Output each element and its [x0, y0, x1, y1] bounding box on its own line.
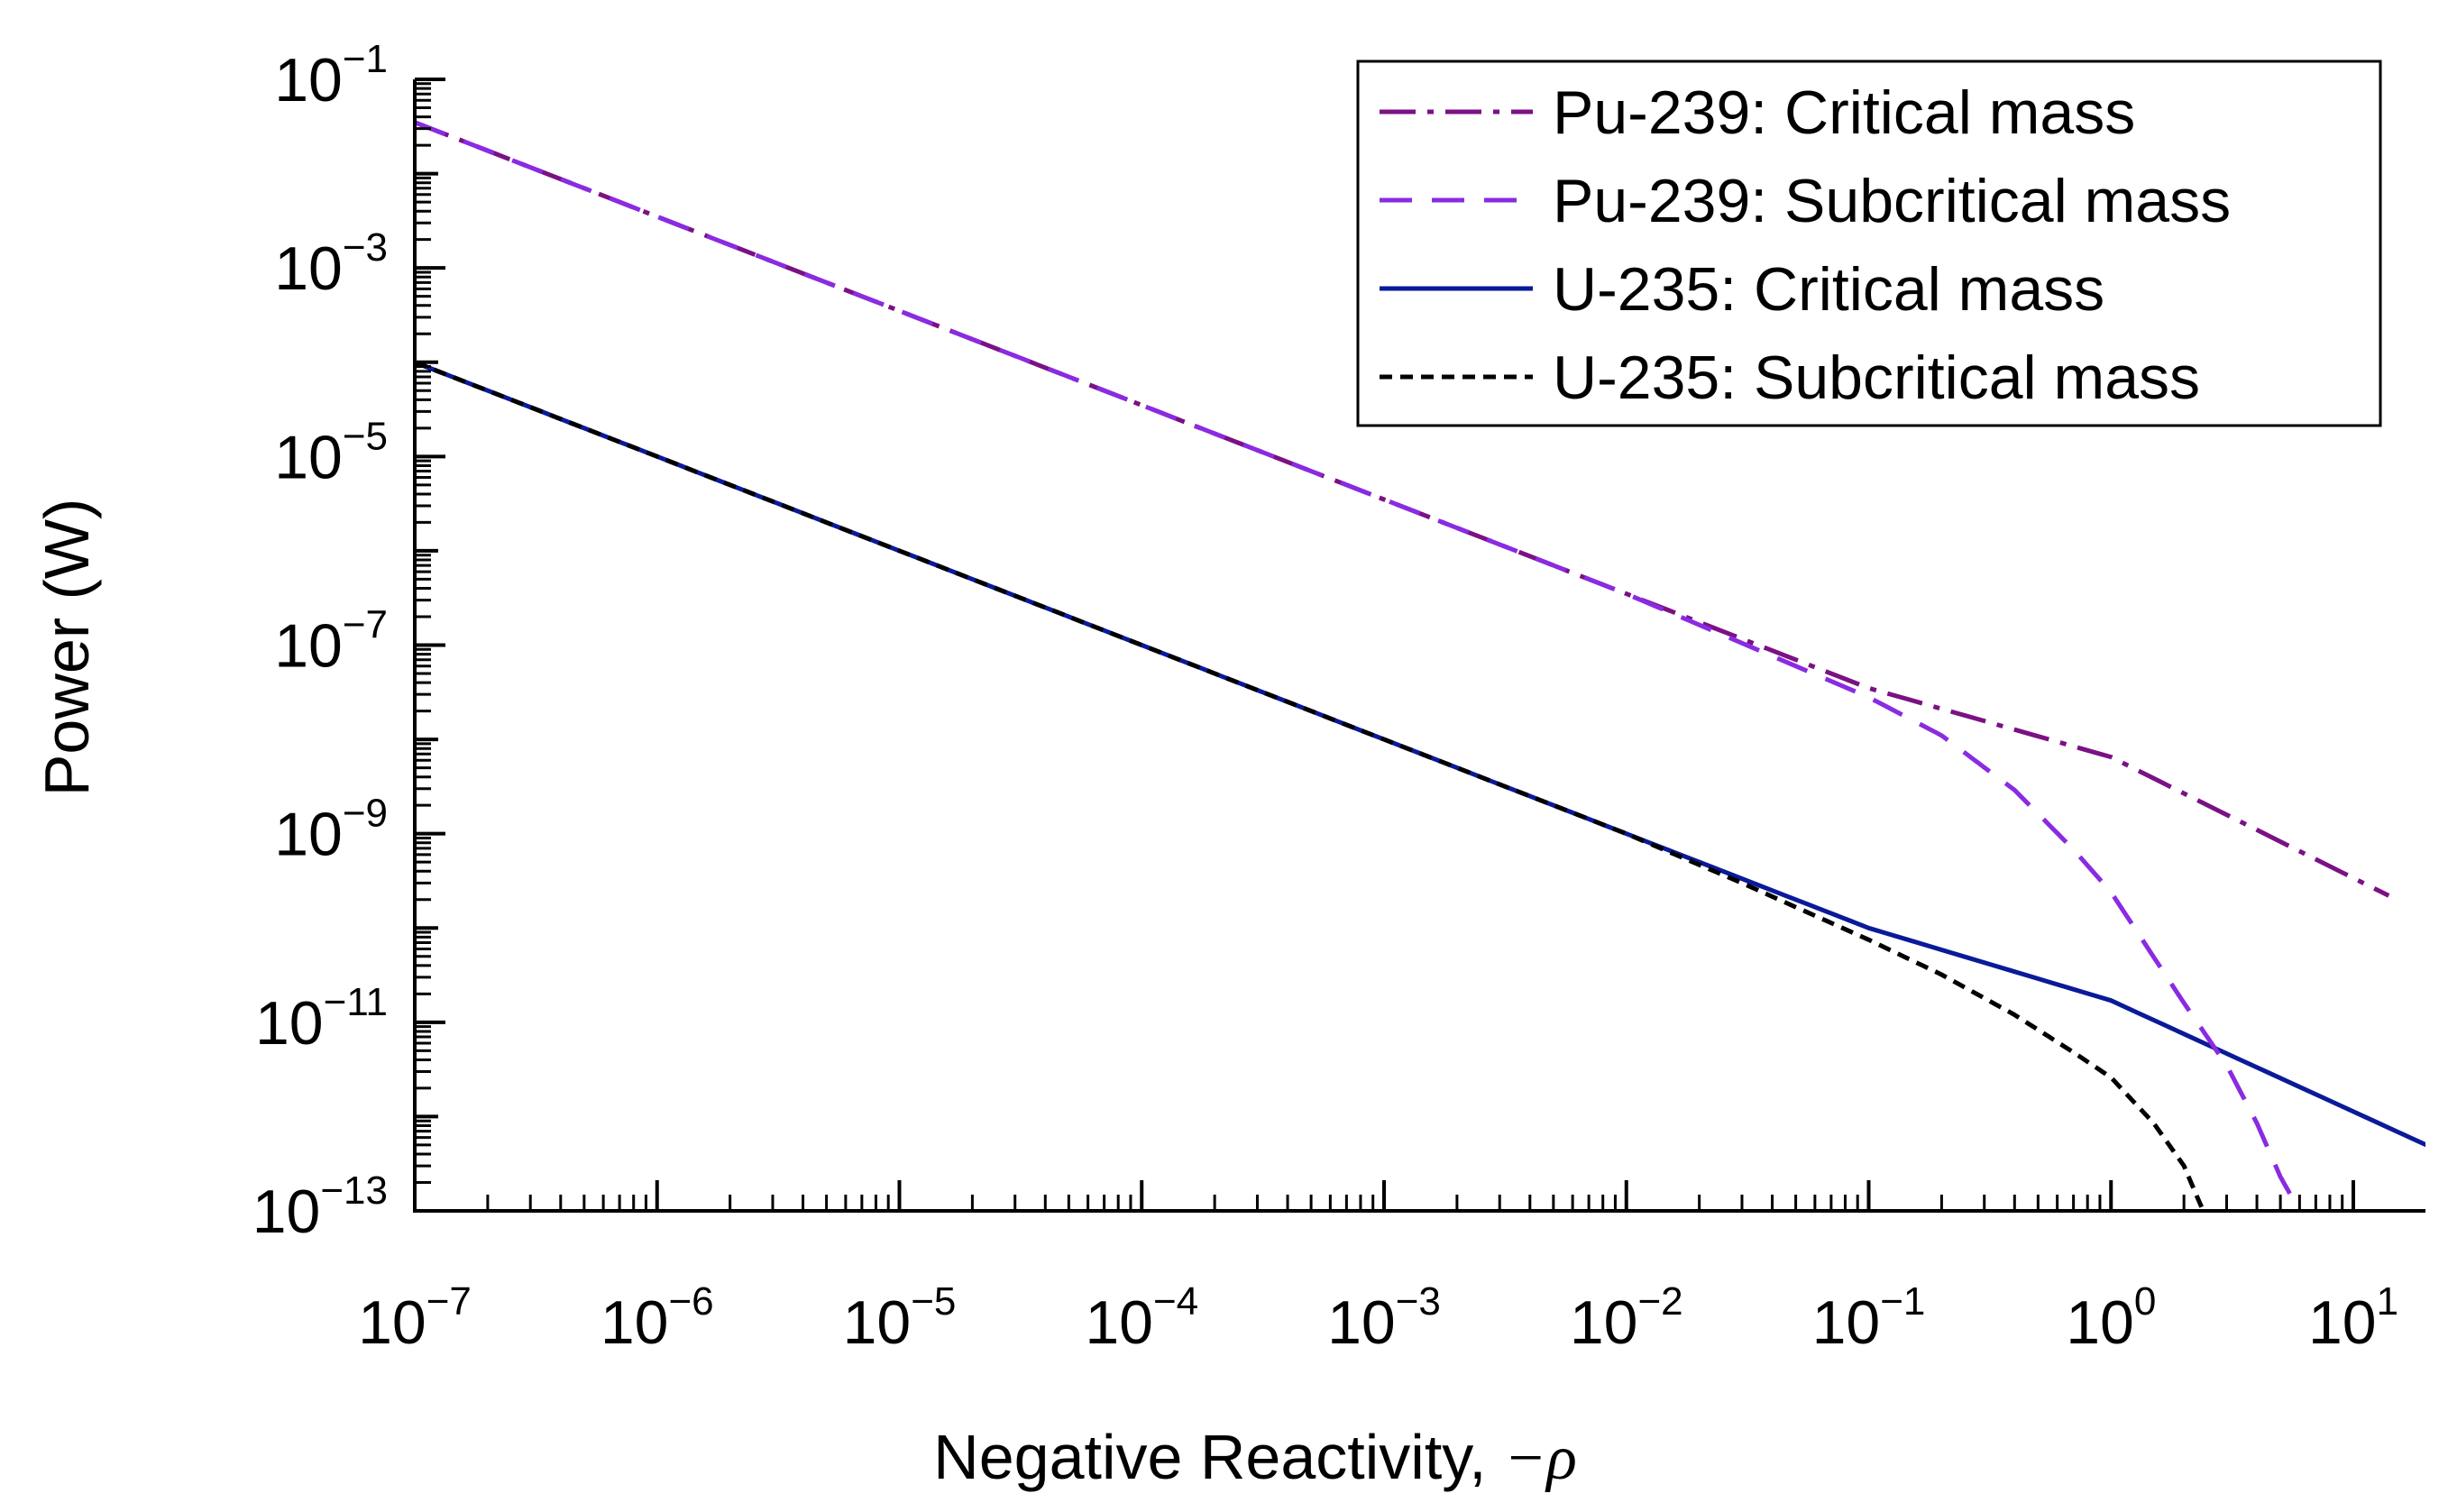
- x-tick-label: 10−3: [1327, 1279, 1441, 1357]
- x-tick-label: 10−2: [1570, 1279, 1683, 1357]
- legend: Pu-239: Critical mass Pu-239: Subcritical…: [1356, 60, 2382, 427]
- y-tick-label: 10−11: [255, 980, 388, 1058]
- series-layer: [415, 120, 2425, 1211]
- x-tick-label: 10−1: [1812, 1279, 1926, 1357]
- y-tick-label: 10−9: [274, 792, 388, 869]
- x-axis-label-text: Negative Reactivity,: [933, 1422, 1504, 1492]
- legend-label: U-235: Critical mass: [1553, 255, 2104, 324]
- y-tick-label: 10−5: [274, 414, 388, 491]
- x-tick-label: 101: [2308, 1279, 2398, 1357]
- series-line-u-235-subcritical-mass: [415, 360, 2205, 1211]
- y-tick-label: 10−1: [274, 37, 388, 115]
- y-tick-label: 10−13: [252, 1168, 388, 1246]
- legend-label: U-235: Subcritical mass: [1553, 344, 2200, 412]
- y-tick-label: 10−3: [274, 225, 388, 303]
- x-axis-label: Negative Reactivity, −ρ: [933, 1422, 1577, 1493]
- legend-box: [1356, 60, 2382, 427]
- legend-label: Pu-239: Subcritical mass: [1553, 167, 2231, 235]
- series-line-pu-239-subcritical-mass: [415, 120, 2302, 1211]
- x-tick-label: 100: [2066, 1279, 2156, 1357]
- y-tick-label: 10−7: [274, 603, 388, 681]
- axes-layer: 10−7 10−6 10−5 10−4 10−3 10−2 10−1 100 101 10−13 1…: [252, 37, 2425, 1357]
- series-line-pu-239-critical-mass: [415, 120, 2390, 898]
- x-tick-label: 10−5: [843, 1279, 957, 1357]
- x-tick-label: 10−7: [358, 1279, 472, 1357]
- legend-label: Pu-239: Critical mass: [1553, 78, 2135, 147]
- x-tick-label: 10−6: [601, 1279, 714, 1357]
- y-axis-label: Power (W): [32, 499, 102, 797]
- x-tick-label: 10−4: [1085, 1279, 1198, 1357]
- x-axis-label-symbol: −ρ: [1504, 1424, 1577, 1493]
